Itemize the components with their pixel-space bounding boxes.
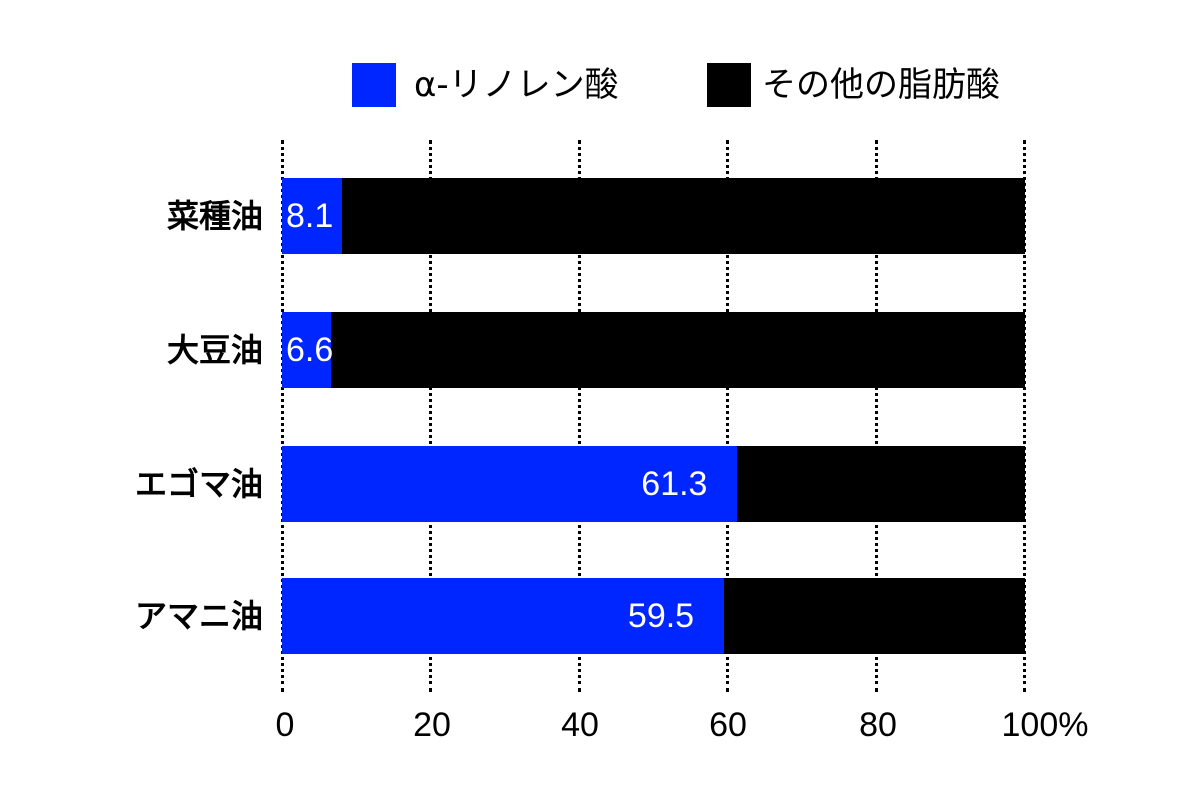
gridline-20 [429,140,432,692]
gridline-80 [875,140,878,692]
bar-segment-other [331,312,1025,388]
legend-swatch-other-fatty-acids [707,63,751,107]
category-label: 大豆油 [166,331,263,369]
x-tick-label: 0 [275,706,295,744]
x-tick-label: 100% [1001,706,1089,744]
bar-row: 61.3 [282,446,1025,522]
data-label: 6.6 [286,331,334,369]
x-tick-label: 80 [859,706,897,744]
x-tick-label: 60 [709,706,747,744]
category-label: エゴマ油 [134,465,263,503]
bar-segment-other [737,446,1025,522]
legend-label-alpha-linolenic: α-リノレン酸 [414,65,619,105]
legend-swatch-alpha-linolenic [352,63,396,107]
bar-segment-other [342,178,1025,254]
bar-segment-alpha-linolenic [282,312,332,388]
bar-segment-alpha-linolenic [282,446,738,522]
category-label: アマニ油 [134,597,263,635]
bar-segment-other [724,578,1025,654]
x-tick-label: 20 [413,706,451,744]
data-label: 61.3 [641,465,708,503]
data-label: 59.5 [627,597,695,635]
gridline-40 [578,140,581,692]
bar-row: 59.5 [282,578,1025,654]
gridline-0 [281,140,284,692]
gridline-100 [1023,140,1026,692]
bar-row: 6.6 [282,312,1025,388]
legend-label-other-fatty-acids: その他の脂肪酸 [762,65,1000,105]
bar-segment-alpha-linolenic [282,178,343,254]
bar-row: 8.1 [282,178,1025,254]
data-label: 8.1 [286,197,334,235]
category-label: 菜種油 [166,197,263,235]
x-tick-label: 40 [561,706,599,744]
gridline-60 [726,140,729,692]
bar-segment-alpha-linolenic [282,578,725,654]
